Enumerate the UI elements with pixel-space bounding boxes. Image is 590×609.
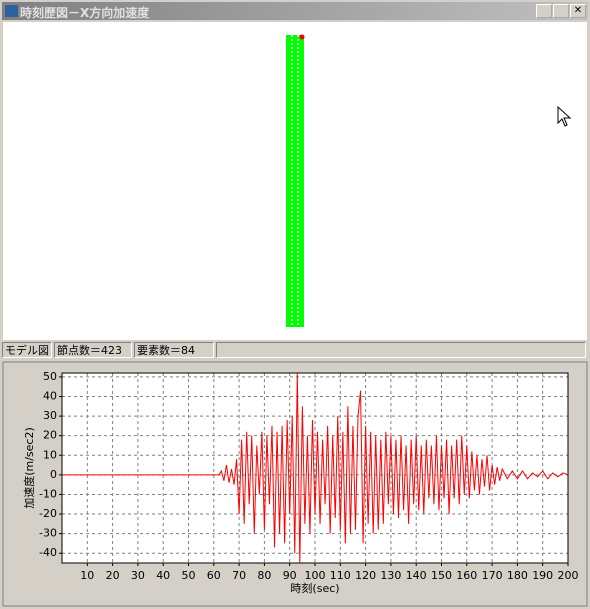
maximize-button[interactable] bbox=[553, 4, 569, 18]
window-title: 時刻歴図－X方向加速度 bbox=[20, 6, 150, 20]
x-tick-label: 40 bbox=[156, 569, 170, 582]
status-pane bbox=[216, 342, 586, 358]
minimize-button[interactable] bbox=[536, 4, 552, 18]
y-tick-label: -20 bbox=[39, 507, 57, 520]
x-tick-label: 170 bbox=[482, 569, 503, 582]
y-tick-label: 20 bbox=[43, 429, 57, 442]
chart-frame bbox=[2, 361, 588, 607]
y-tick-label: 40 bbox=[43, 390, 57, 403]
y-tick-label: -40 bbox=[39, 546, 57, 559]
y-tick-label: -10 bbox=[39, 487, 57, 500]
x-tick-label: 60 bbox=[207, 569, 221, 582]
model-column bbox=[286, 35, 304, 327]
y-tick-label: 10 bbox=[43, 448, 57, 461]
x-tick-label: 50 bbox=[182, 569, 196, 582]
mouse-cursor bbox=[557, 105, 572, 127]
selected-node bbox=[299, 34, 305, 40]
x-tick-label: 140 bbox=[406, 569, 427, 582]
x-tick-label: 70 bbox=[232, 569, 246, 582]
x-tick-label: 150 bbox=[431, 569, 452, 582]
x-tick-label: 120 bbox=[355, 569, 376, 582]
x-tick-label: 100 bbox=[305, 569, 326, 582]
data-line bbox=[62, 372, 569, 564]
x-tick-label: 200 bbox=[558, 569, 579, 582]
plot-border bbox=[61, 372, 569, 564]
y-tick-label: 50 bbox=[43, 370, 57, 383]
x-tick-label: 90 bbox=[283, 569, 297, 582]
app-icon bbox=[5, 5, 18, 17]
status-pane: 節点数＝423 bbox=[54, 342, 132, 358]
x-tick-label: 20 bbox=[106, 569, 120, 582]
x-tick-label: 180 bbox=[507, 569, 528, 582]
x-tick-label: 130 bbox=[380, 569, 401, 582]
y-tick-label: 30 bbox=[43, 409, 57, 422]
y-axis-label: 加速度(m/sec2) bbox=[22, 427, 36, 509]
status-pane: モデル図 bbox=[2, 342, 52, 358]
status-pane: 要素数＝84 bbox=[134, 342, 214, 358]
x-tick-label: 190 bbox=[532, 569, 553, 582]
model-view bbox=[3, 22, 587, 340]
x-axis-label: 時刻(sec) bbox=[290, 581, 339, 595]
x-tick-label: 30 bbox=[131, 569, 145, 582]
close-button[interactable]: ✕ bbox=[570, 4, 586, 18]
y-tick-label: -30 bbox=[39, 527, 57, 540]
x-tick-label: 10 bbox=[80, 569, 94, 582]
x-tick-label: 160 bbox=[456, 569, 477, 582]
title-bar: 時刻歴図－X方向加速度 ✕ bbox=[2, 2, 588, 20]
x-tick-label: 80 bbox=[257, 569, 271, 582]
x-tick-label: 110 bbox=[330, 569, 351, 582]
y-tick-label: 0 bbox=[50, 468, 57, 481]
